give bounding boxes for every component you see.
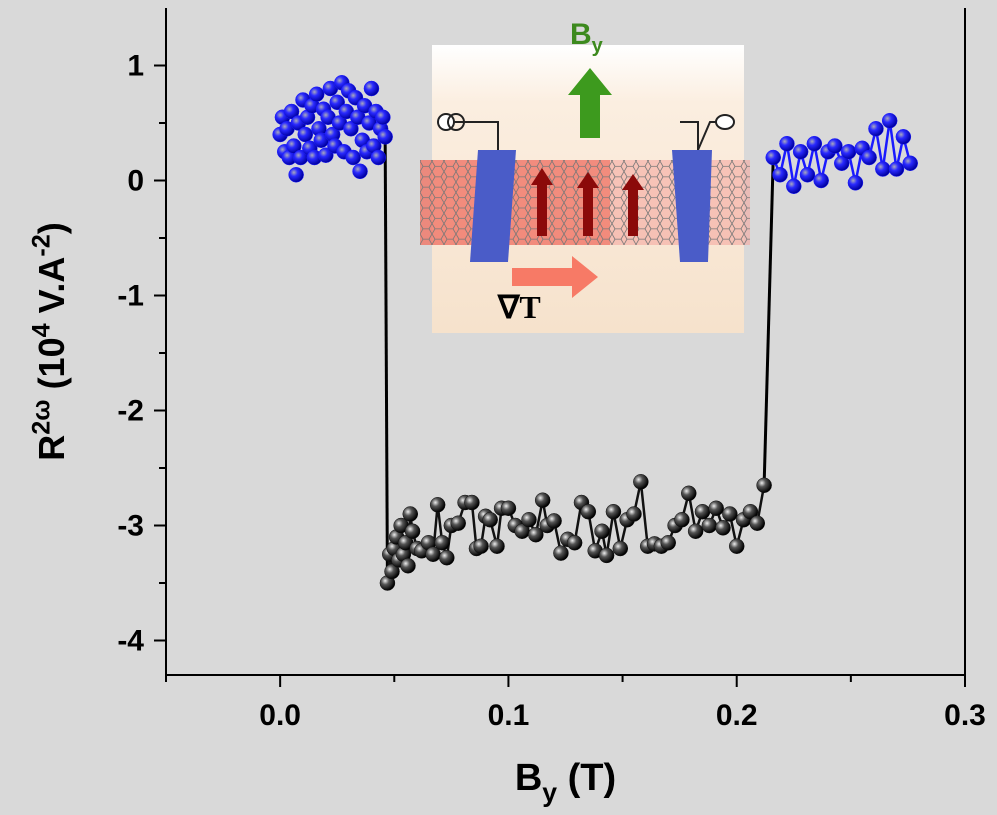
data-point	[599, 548, 614, 563]
data-point	[553, 546, 568, 561]
data-point	[807, 136, 822, 151]
data-point	[889, 162, 904, 177]
data-point	[903, 156, 918, 171]
data-point	[581, 504, 596, 519]
data-point	[786, 179, 801, 194]
inset: By ∇T	[420, 18, 750, 333]
x-tick-label: 0.3	[944, 699, 986, 732]
data-point	[403, 507, 418, 522]
data-point	[567, 535, 582, 550]
connector	[764, 158, 773, 486]
data-point	[439, 550, 454, 565]
y-tick-label: -4	[117, 625, 144, 658]
inset-label: ∇T	[497, 289, 541, 325]
data-point	[681, 486, 696, 501]
data-point	[716, 520, 731, 535]
y-axis-label-part: 4	[28, 323, 56, 337]
y-axis-label-part: )	[31, 222, 72, 234]
data-point	[722, 507, 737, 522]
data-point	[535, 493, 550, 508]
data-point	[688, 524, 703, 539]
data-point	[289, 167, 304, 182]
y-tick-label: 0	[127, 165, 144, 198]
data-point	[702, 518, 717, 533]
data-point	[375, 110, 390, 125]
data-point	[371, 150, 386, 165]
data-point	[729, 539, 744, 554]
data-point	[868, 121, 883, 136]
connector	[385, 137, 387, 583]
x-tick-label: 0.2	[716, 699, 758, 732]
y-tick-label: -1	[117, 280, 144, 313]
data-point	[779, 136, 794, 151]
data-point	[501, 501, 516, 516]
data-point	[378, 129, 393, 144]
data-point	[606, 504, 621, 519]
y-axis-label-part: V.A	[31, 257, 72, 324]
data-point	[633, 474, 648, 489]
x-axis-label-part: (T)	[557, 757, 616, 799]
data-point	[695, 504, 710, 519]
data-point	[896, 129, 911, 144]
y-axis-label-part: R	[31, 435, 72, 461]
y-axis-label-part: (10	[31, 337, 72, 399]
data-point	[793, 144, 808, 159]
data-point	[800, 167, 815, 182]
data-point	[400, 558, 415, 573]
data-point	[848, 175, 863, 190]
data-point	[430, 497, 445, 512]
y-axis-label-part: 2ω	[28, 399, 56, 434]
data-point	[547, 513, 562, 528]
data-point	[405, 524, 420, 539]
data-point	[709, 501, 724, 516]
data-point	[626, 507, 641, 522]
y-axis-label-part: -2	[28, 234, 56, 256]
data-point	[750, 516, 765, 531]
data-point	[298, 127, 313, 142]
y-tick-label: -2	[117, 395, 144, 428]
data-point	[661, 535, 676, 550]
data-point	[613, 541, 628, 556]
data-point	[814, 173, 829, 188]
data-point	[875, 162, 890, 177]
data-point	[766, 150, 781, 165]
data-point	[827, 139, 842, 154]
inset-label-sub: y	[592, 35, 604, 57]
y-tick-label: 1	[127, 50, 144, 83]
y-axis-label: R2ω (104 V.A-2)	[28, 222, 72, 460]
data-point	[309, 87, 324, 102]
data-point	[490, 539, 505, 554]
page: By ∇T 0.0 0.1 0.2 0.3 1 0 -1 -2 -3 -4 By (T) R2ω (1…	[0, 0, 997, 815]
data-point	[521, 512, 536, 527]
data-point	[841, 144, 856, 159]
x-tick-label: 0.0	[259, 699, 301, 732]
data-point	[773, 167, 788, 182]
data-point	[346, 150, 361, 165]
data-point	[474, 539, 489, 554]
data-point	[353, 164, 368, 179]
x-tick-label: 0.1	[488, 699, 530, 732]
chart: By ∇T 0.0 0.1 0.2 0.3 1 0 -1 -2 -3 -4 By (T) R2ω (1…	[0, 0, 997, 815]
data-point	[674, 512, 689, 527]
data-point	[882, 113, 897, 128]
y-tick-label: -3	[117, 510, 144, 543]
data-point	[595, 524, 610, 539]
inset-label-text: B	[570, 18, 592, 51]
data-point	[862, 150, 877, 165]
data-point	[435, 535, 450, 550]
data-point	[464, 495, 479, 510]
data-point	[364, 81, 379, 96]
x-axis-label-part: y	[542, 777, 557, 807]
x-axis-label-part: B	[515, 757, 542, 799]
data-point	[757, 478, 772, 493]
x-axis-label: By (T)	[515, 757, 616, 807]
data-point	[483, 512, 498, 527]
data-point	[451, 516, 466, 531]
